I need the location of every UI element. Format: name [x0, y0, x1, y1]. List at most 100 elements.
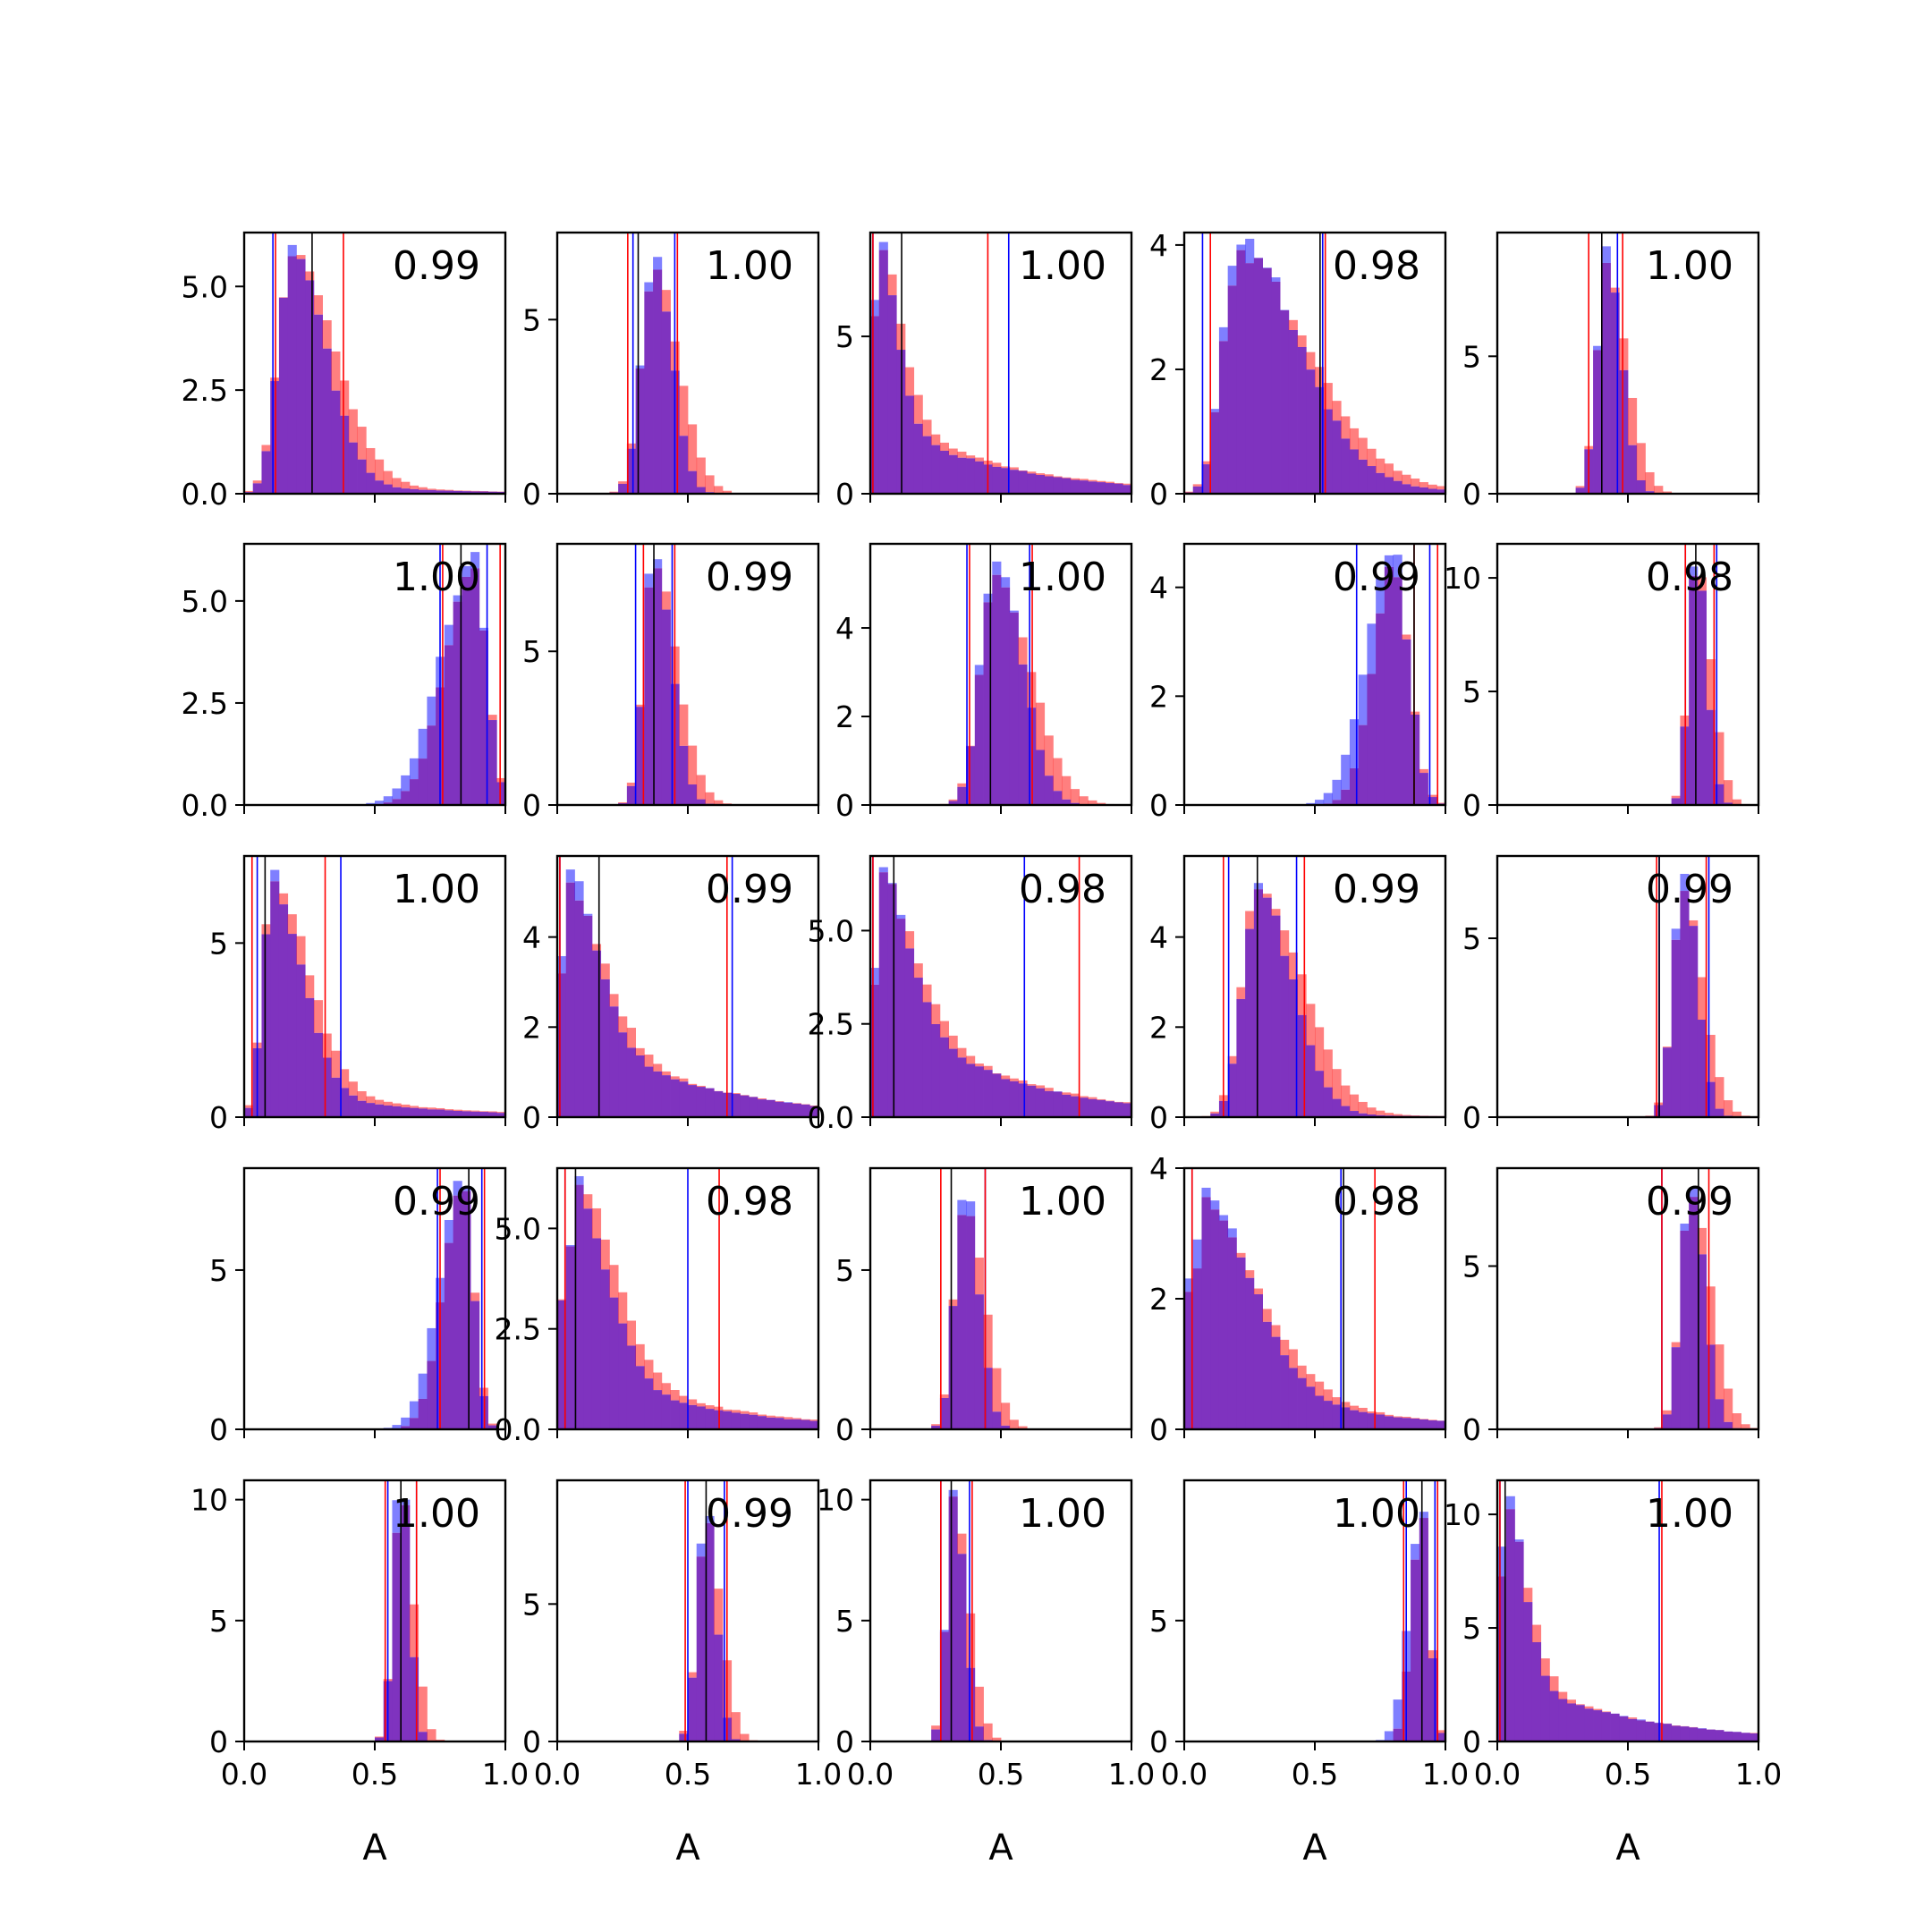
overlap-bar-r3c2-1: [565, 882, 575, 1117]
red-bar-r4c3-7: [931, 1424, 941, 1426]
red-bar-r1c3-15: [1001, 466, 1011, 469]
blue-bar-r3c1-3: [270, 869, 280, 882]
x-axis-label-col-1: A: [362, 1827, 387, 1868]
red-bar-r3c5-17: [1645, 1115, 1655, 1116]
blue-bar-r1c2-10: [644, 282, 654, 292]
red-bar-r3c3-5: [913, 963, 923, 979]
blue-bar-r1c4-6: [1236, 244, 1246, 250]
overlap-bar-r4c2-23: [757, 1416, 767, 1429]
overlap-bar-r5c5-26: [1724, 1731, 1733, 1741]
red-bar-r1c3-27: [1105, 481, 1114, 484]
red-bar-r1c3-12: [974, 457, 984, 462]
overlap-bar-r4c4-22: [1376, 1414, 1385, 1429]
blue-bar-r3c5-21: [1680, 874, 1690, 892]
y-tick-label-r2c2-0: 0: [522, 788, 541, 823]
correlation-label-r2c1: 1.00: [393, 555, 480, 600]
y-tick-label-r2c3-1: 2: [835, 699, 854, 734]
red-bar-r3c2-8: [626, 1028, 636, 1048]
panel-bars-r4c4: [1184, 1168, 1445, 1429]
overlap-bar-r2c4-19: [1349, 767, 1360, 805]
panel-r4c4: 0 2 4 0.98: [1149, 1151, 1447, 1447]
red-bar-r4c4-23: [1384, 1414, 1394, 1417]
red-bar-r4c4-18: [1341, 1402, 1351, 1408]
red-bar-r1c1-14: [366, 447, 376, 473]
red-bar-r3c3-13: [983, 1065, 993, 1071]
correlation-label-r2c4: 0.99: [1333, 555, 1420, 600]
x-tick-label-r5c5-2: 1.0: [1735, 1757, 1782, 1792]
y-tick-label-r4c1-1: 5: [209, 1253, 228, 1288]
panel-bars-r4c5: [1654, 1168, 1758, 1429]
x-axis-label-col-4: A: [1302, 1827, 1327, 1868]
red-bar-r1c3-6: [922, 419, 932, 436]
overlap-bar-r3c2-21: [740, 1095, 750, 1117]
blue-bar-r1c4-7: [1245, 238, 1255, 264]
red-bar-r3c5-27: [1732, 1111, 1741, 1117]
red-bar-r2c4-28: [1428, 794, 1437, 798]
red-bar-r2c3-10: [957, 783, 967, 787]
y-tick-label-r3c3-1: 2.5: [808, 1007, 854, 1042]
overlap-bar-r3c3-1: [878, 872, 888, 1117]
y-tick-label-r5c1-1: 5: [209, 1604, 228, 1639]
blue-bar-r2c4-24: [1393, 555, 1402, 578]
red-bar-r1c4-21: [1367, 448, 1377, 467]
blue-bar-r4c1-21: [427, 1327, 436, 1361]
red-bar-r5c3-7: [931, 1725, 941, 1730]
panel-r4c1: 050.99: [209, 1166, 507, 1447]
red-bar-r4c2-14: [679, 1395, 689, 1403]
overlap-bar-r2c4-21: [1367, 674, 1377, 805]
blue-bar-r1c2-11: [653, 257, 663, 270]
y-tick-label-r1c3-1: 5: [835, 319, 854, 354]
overlap-bar-r3c3-10: [957, 1057, 967, 1117]
red-bar-r1c4-29: [1436, 486, 1445, 490]
overlap-bar-r3c4-13: [1297, 1014, 1307, 1117]
red-bar-r3c1-28: [487, 1111, 497, 1113]
red-bar-r2c2-16: [696, 775, 706, 800]
blue-bar-r2c2-11: [653, 559, 663, 569]
red-bar-r1c2-17: [705, 475, 715, 493]
red-bar-r1c1-24: [453, 490, 462, 491]
overlap-bar-r5c5-21: [1680, 1726, 1690, 1741]
red-bar-r5c3-14: [992, 1737, 1002, 1741]
red-bar-r1c2-15: [688, 424, 698, 471]
overlap-bar-r4c4-13: [1297, 1377, 1307, 1429]
overlap-bar-r2c3-9: [948, 801, 958, 805]
overlap-bar-r1c5-14: [1619, 369, 1629, 494]
overlap-bar-r1c3-4: [904, 395, 915, 494]
red-bar-r1c1-16: [383, 470, 393, 485]
overlap-bar-r1c4-24: [1393, 480, 1402, 494]
red-bar-r1c1-6: [296, 255, 306, 259]
blue-bar-r4c4-1: [1192, 1239, 1202, 1269]
red-bar-r1c5-16: [1636, 443, 1646, 480]
overlap-bar-r1c3-2: [887, 295, 897, 494]
red-bar-r1c2-19: [722, 490, 733, 494]
panel-bars-r4c1: [375, 1168, 505, 1429]
blue-bar-r1c5-11: [1593, 345, 1603, 351]
blue-bar-r2c5-22: [1689, 566, 1699, 576]
overlap-bar-r3c3-12: [974, 1066, 984, 1117]
red-bar-r4c4-17: [1332, 1397, 1342, 1405]
overlap-bar-r5c5-28: [1741, 1733, 1750, 1741]
overlap-bar-r4c5-20: [1671, 1347, 1681, 1429]
panel-r4c3: 051.00: [835, 1166, 1133, 1447]
blue-bar-r5c4-24: [1393, 1699, 1402, 1729]
overlap-bar-r2c1-18: [401, 791, 411, 805]
red-bar-r1c5-15: [1628, 397, 1638, 445]
panel-r4c2: 0.0 2.5 5.0 0.98: [495, 1166, 820, 1447]
overlap-bar-r1c3-10: [957, 457, 967, 494]
overlap-bar-r1c1-18: [401, 488, 411, 494]
overlap-bar-r2c1-16: [383, 802, 393, 805]
overlap-bar-r4c2-4: [591, 1238, 602, 1429]
red-bar-r3c1-27: [479, 1111, 488, 1113]
panel-r1c3: 051.00: [835, 231, 1133, 512]
overlap-bar-r2c1-17: [392, 799, 402, 805]
red-bar-r3c1-5: [287, 914, 297, 935]
red-bar-r3c4-15: [1315, 1027, 1325, 1072]
blue-bar-r5c5-23: [1697, 1728, 1707, 1729]
overlap-bar-r2c3-17: [1018, 664, 1028, 805]
overlap-bar-r3c1-8: [313, 1032, 323, 1117]
overlap-bar-r4c4-20: [1358, 1411, 1368, 1429]
blue-bar-r2c3-15: [1001, 577, 1011, 588]
overlap-bar-r3c3-27: [1105, 1101, 1114, 1117]
overlap-bar-r5c5-13: [1610, 1713, 1620, 1741]
red-bar-r3c4-23: [1384, 1113, 1394, 1116]
